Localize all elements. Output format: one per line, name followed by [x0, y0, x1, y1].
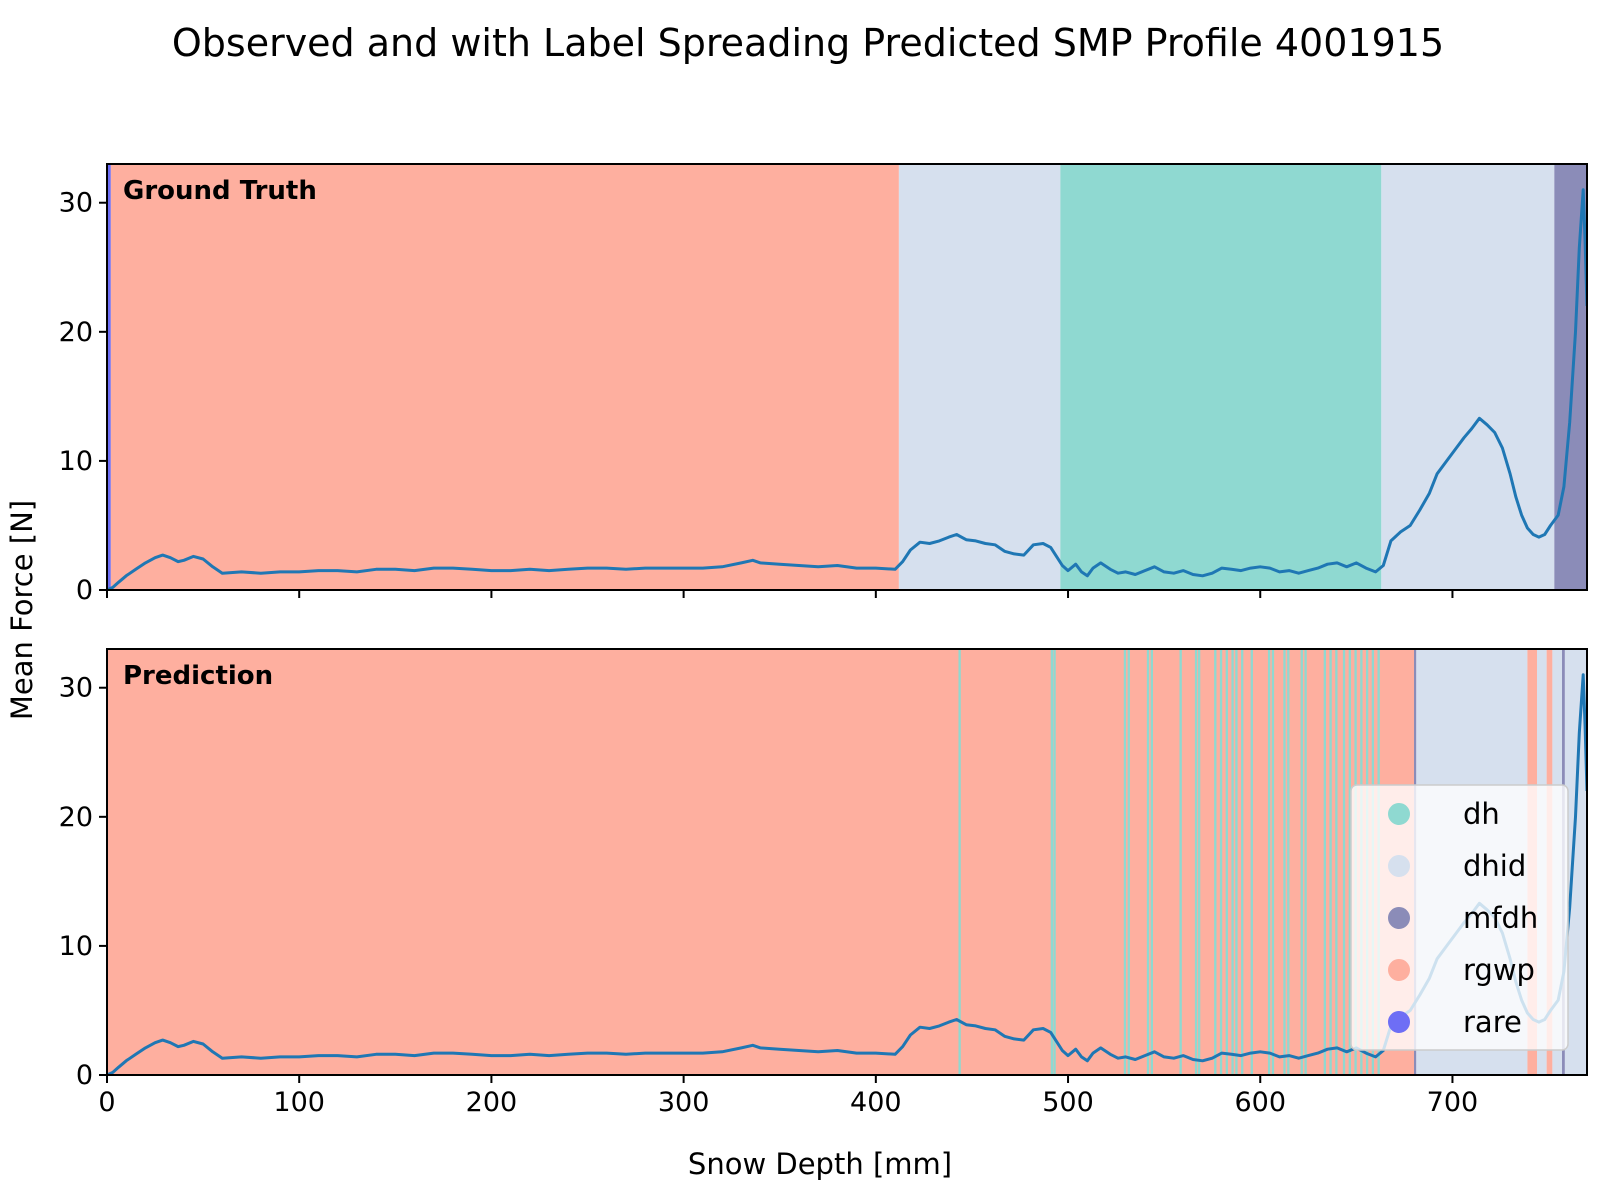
class-band-rgwp [107, 649, 1415, 1075]
class-band-dhid [1381, 164, 1555, 590]
class-band-dh [1050, 649, 1054, 1075]
y-tick-label: 30 [59, 188, 93, 219]
class-band-dh [1241, 649, 1244, 1075]
class-band-dh [1283, 649, 1286, 1075]
x-tick-label: 400 [850, 1087, 902, 1118]
class-band-dh [1250, 649, 1253, 1075]
class-band-dhid [898, 164, 1061, 590]
ground-truth-panel: 0 10 20 30 Ground Truth [59, 163, 1588, 606]
legend-marker-mfdh [1388, 907, 1410, 929]
class-band-dh [1179, 649, 1182, 1075]
class-band-dh [1304, 649, 1307, 1075]
class-band-group [107, 164, 1587, 590]
class-band-dh [1214, 649, 1217, 1075]
force-profile-line [107, 188, 1587, 590]
panel-label: Prediction [123, 661, 273, 691]
class-band-dh [1127, 649, 1130, 1075]
class-band-dh [1271, 649, 1275, 1075]
class-band-dh [958, 649, 961, 1075]
class-band-rare [107, 164, 111, 590]
y-tick-label: 30 [59, 673, 93, 704]
legend-label-rgwp: rgwp [1463, 953, 1535, 987]
legend-label-mfdh: mfdh [1463, 901, 1538, 935]
class-band-dh [1235, 649, 1238, 1075]
legend-marker-rare [1388, 1011, 1410, 1033]
panel-frame [106, 163, 1588, 591]
legend-label-dh: dh [1463, 797, 1500, 831]
class-band-dh [1300, 649, 1303, 1075]
x-tick-label: 300 [658, 1087, 710, 1118]
legend-marker-rgwp [1388, 959, 1410, 981]
chart-title: Observed and with Label Spreading Predic… [172, 21, 1444, 65]
y-tick-label: 20 [59, 317, 93, 348]
x-tick-label: 600 [1234, 1087, 1286, 1118]
legend-marker-dhid [1388, 855, 1410, 877]
class-band-dh [1146, 649, 1150, 1075]
class-band-dh [1060, 164, 1382, 590]
x-tick-label: 700 [1427, 1087, 1479, 1118]
class-band-dh [1335, 649, 1338, 1075]
legend-box [1350, 784, 1569, 1051]
class-band-dh [1194, 649, 1198, 1075]
x-tick-label: 100 [273, 1087, 325, 1118]
class-band-dh [1329, 649, 1332, 1075]
class-band-dh [1267, 649, 1271, 1075]
legend-label-rare: rare [1463, 1005, 1522, 1039]
legend-label-dhid: dhid [1463, 849, 1526, 883]
panel-label: Ground Truth [123, 176, 317, 206]
class-band-dh [1225, 649, 1228, 1075]
class-band-dh [1342, 649, 1346, 1075]
class-band-dh [1053, 649, 1056, 1075]
class-band-dh [1197, 649, 1201, 1075]
y-axis-label: Mean Force [N] [5, 500, 39, 720]
class-band-rgwp [110, 164, 899, 590]
x-tick-label: 500 [1042, 1087, 1094, 1118]
class-band-dh [1231, 649, 1234, 1075]
y-tick-label: 10 [59, 446, 93, 477]
class-band-dh [1287, 649, 1290, 1075]
legend: dh dhid mfdh rgwp rare [1350, 784, 1569, 1051]
class-band-dh [1150, 649, 1153, 1075]
y-tick-label: 0 [76, 575, 93, 606]
y-tick-label: 0 [76, 1060, 93, 1091]
x-tick-label: 0 [98, 1087, 115, 1118]
class-band-dhid [1564, 649, 1587, 1075]
legend-marker-dh [1388, 803, 1410, 825]
class-band-dh [1123, 649, 1127, 1075]
class-band-dh [1323, 649, 1326, 1075]
class-band-dh [1348, 649, 1351, 1075]
y-tick-label: 20 [59, 802, 93, 833]
panel-frame [106, 648, 1588, 1076]
x-axis-label: Snow Depth [mm] [688, 1147, 952, 1181]
x-tick-label: 200 [466, 1087, 518, 1118]
class-band-dh [1219, 649, 1223, 1075]
y-tick-label: 10 [59, 931, 93, 962]
